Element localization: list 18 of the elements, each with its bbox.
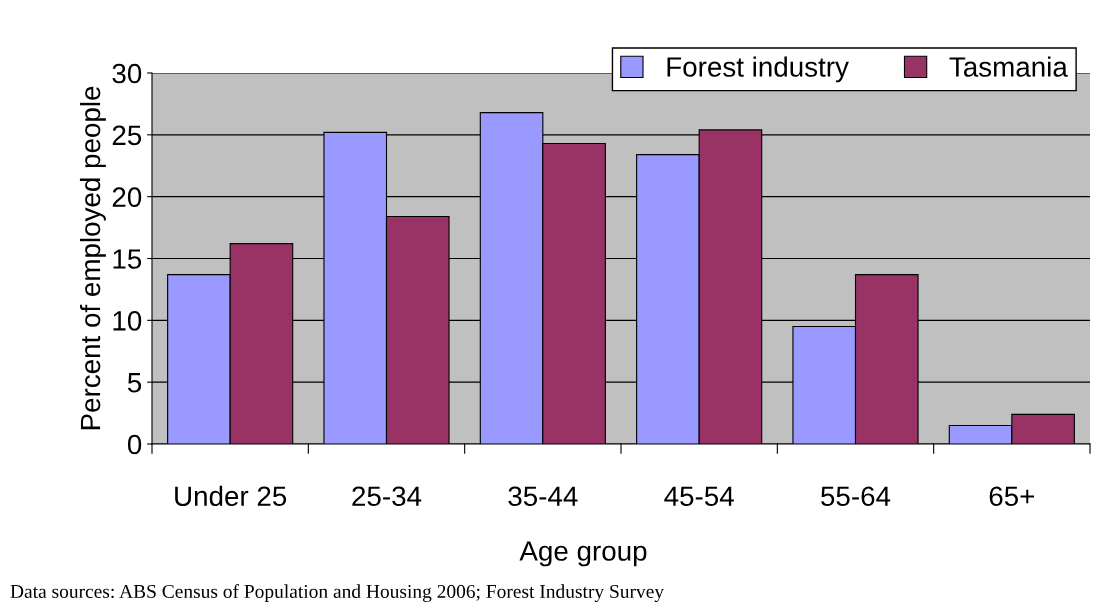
y-tick-label: 10 — [113, 311, 142, 331]
y-tick-label: 0 — [127, 434, 142, 455]
y-tick-label: 15 — [113, 249, 142, 269]
y-tick-label: 5 — [127, 373, 142, 393]
x-tick-label: Under 25 — [175, 485, 287, 507]
x-tick-label: 45-54 — [664, 486, 734, 507]
legend-label: Forest industry — [667, 56, 849, 83]
x-tick-label: 65+ — [989, 486, 1035, 507]
y-axis-title: Percent of employed people — [79, 86, 106, 430]
text: Data sources: ABS Census of Population and Housing 2006; Forest Industry Survey — [10, 584, 664, 602]
x-tick-label: 25-34 — [352, 486, 422, 507]
y-tick-label: 30 — [112, 63, 142, 84]
x-tick-label: 55-64 — [821, 486, 891, 507]
x-axis-title: Age group — [519, 541, 647, 567]
x-tick-label: 35-44 — [508, 486, 578, 507]
y-tick-label: 25 — [112, 125, 142, 146]
y-tick-label: 20 — [112, 187, 142, 208]
legend-label: Tasmania — [949, 56, 1068, 77]
